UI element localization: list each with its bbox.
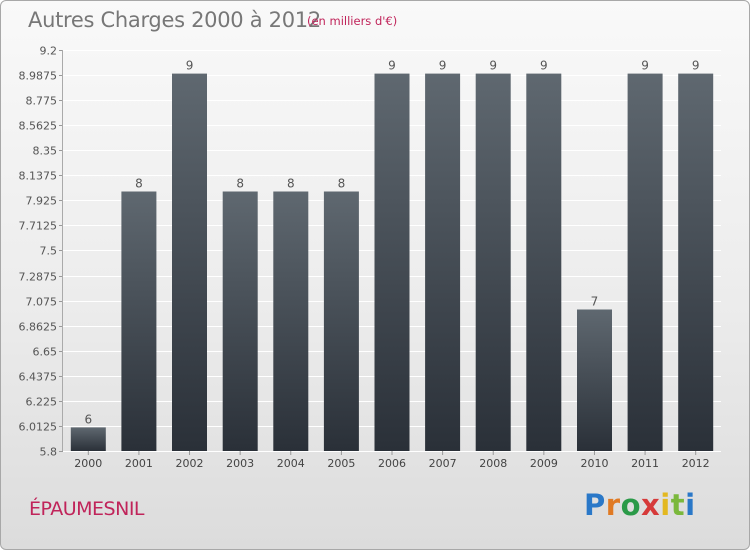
- bar-2008: [475, 73, 511, 451]
- y-tick-label: 7.5: [40, 245, 58, 258]
- x-tick-label: 2006: [378, 457, 406, 470]
- x-tick-label: 2005: [327, 457, 355, 470]
- bar-2007: [425, 73, 461, 451]
- y-tick-label: 6.4375: [19, 371, 58, 384]
- value-label: 9: [186, 59, 194, 73]
- x-tick-label: 2007: [429, 457, 457, 470]
- commune-name: ÉPAUMESNIL: [29, 498, 145, 520]
- bar-2006: [374, 73, 410, 451]
- y-tick-label: 8.35: [33, 145, 58, 158]
- x-tick-label: 2004: [277, 457, 305, 470]
- y-tick-label: 7.2875: [19, 271, 58, 284]
- y-tick-label: 7.075: [26, 296, 58, 309]
- bar-2011: [627, 73, 663, 451]
- value-label: 9: [692, 59, 700, 73]
- x-tick-label: 2003: [226, 457, 254, 470]
- y-tick-label: 9.2: [40, 45, 58, 58]
- value-label: 6: [84, 412, 92, 426]
- bar-2000: [70, 427, 106, 451]
- value-label: 9: [489, 59, 497, 73]
- bar-2001: [121, 191, 157, 451]
- y-tick-label: 7.925: [26, 195, 58, 208]
- x-tick-label: 2009: [530, 457, 558, 470]
- y-tick-label: 8.1375: [19, 170, 58, 183]
- y-tick-label: 6.0125: [19, 421, 58, 434]
- value-label: 8: [236, 177, 244, 191]
- value-label: 8: [287, 177, 295, 191]
- x-tick-label: 2010: [580, 457, 608, 470]
- chart-unit: (en milliers d'€): [307, 14, 398, 28]
- proxiti-logo: Proxiti: [584, 488, 696, 522]
- x-tick-label: 2000: [74, 457, 102, 470]
- value-label: 9: [388, 59, 396, 73]
- bar-2005: [323, 191, 359, 451]
- chart-title: Autres Charges 2000 à 2012: [28, 8, 321, 32]
- y-tick-label: 8.9875: [19, 70, 58, 83]
- value-label: 9: [641, 59, 649, 73]
- bar-2002: [172, 73, 207, 451]
- x-tick-label: 2012: [682, 457, 710, 470]
- y-tick-label: 6.65: [33, 346, 58, 359]
- y-tick-label: 7.7125: [19, 220, 58, 233]
- y-tick-label: 8.775: [26, 95, 58, 108]
- value-label: 7: [591, 295, 599, 309]
- bar-2004: [273, 191, 309, 451]
- y-tick-label: 6.225: [26, 396, 58, 409]
- x-tick-label: 2011: [631, 457, 659, 470]
- x-tick-label: 2001: [125, 457, 153, 470]
- bar-2012: [678, 73, 714, 451]
- y-tick-label: 6.8625: [19, 321, 58, 334]
- y-tick-label: 8.5625: [19, 120, 58, 133]
- x-tick-label: 2002: [176, 457, 204, 470]
- x-tick-label: 2008: [479, 457, 507, 470]
- bar-2009: [526, 73, 562, 451]
- value-label: 8: [135, 177, 143, 191]
- bar-2010: [577, 309, 612, 451]
- bar-2003: [222, 191, 258, 451]
- value-label: 9: [439, 59, 447, 73]
- value-label: 8: [338, 177, 346, 191]
- y-tick-label: 5.8: [40, 446, 58, 459]
- value-label: 9: [540, 59, 548, 73]
